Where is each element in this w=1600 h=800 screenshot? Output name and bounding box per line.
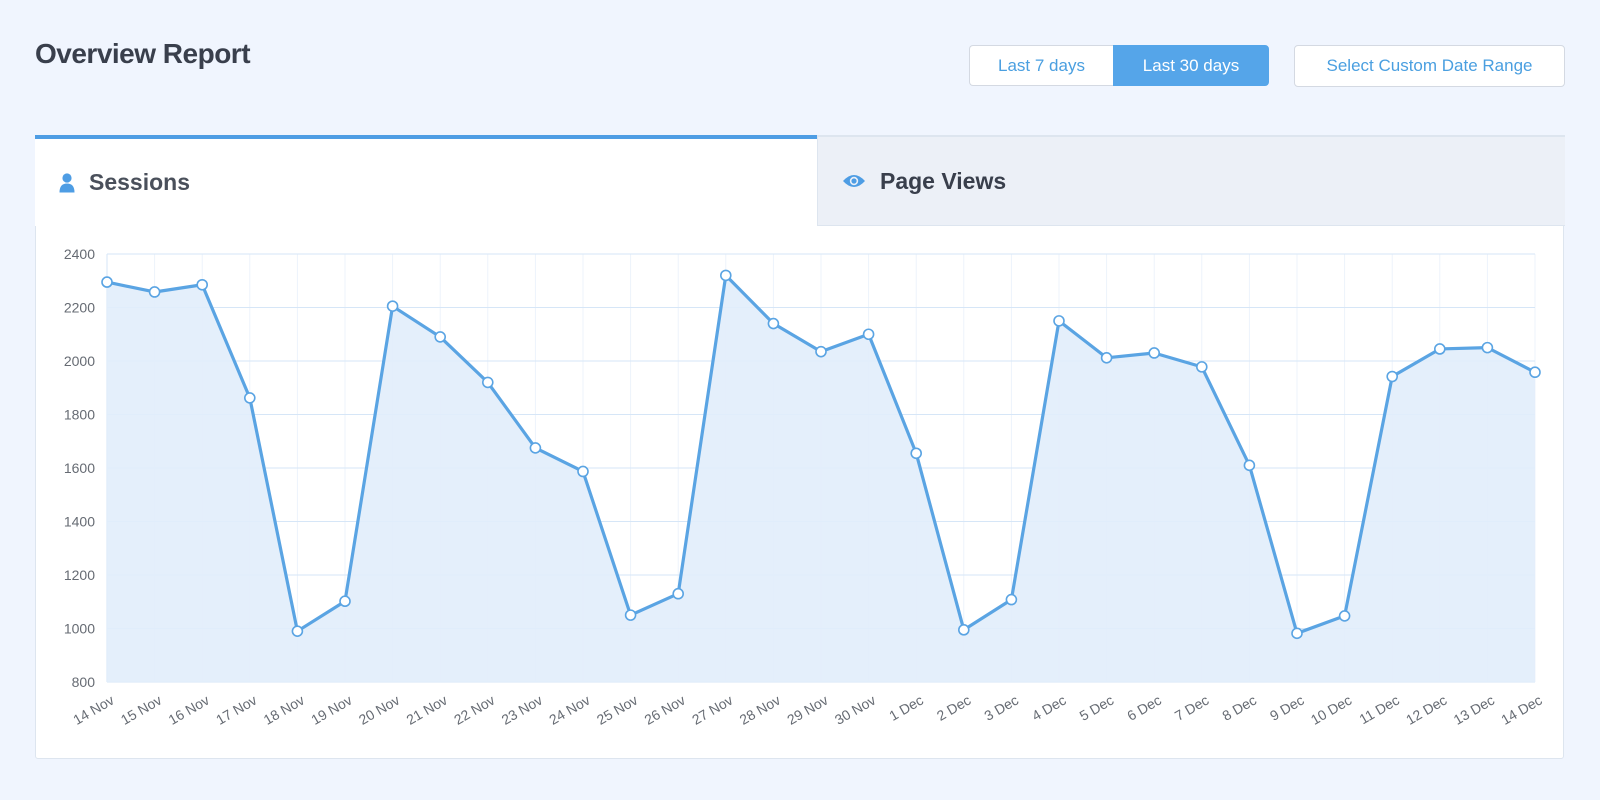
y-tick-label: 1800 bbox=[64, 407, 95, 423]
x-tick-label: 2 Dec bbox=[934, 692, 974, 724]
tab-page-views[interactable]: Page Views bbox=[817, 135, 1565, 226]
data-point bbox=[101, 276, 113, 288]
data-point bbox=[719, 269, 732, 282]
data-point bbox=[1196, 361, 1208, 373]
x-tick-label: 13 Dec bbox=[1451, 692, 1497, 728]
y-tick-label: 1400 bbox=[64, 514, 95, 530]
tab-sessions-label: Sessions bbox=[89, 169, 190, 195]
user-icon bbox=[59, 172, 75, 193]
x-tick-label: 20 Nov bbox=[356, 692, 402, 728]
data-point bbox=[1291, 627, 1303, 640]
data-point bbox=[1386, 370, 1398, 383]
tab-sessions[interactable]: Sessions bbox=[35, 135, 817, 226]
x-tick-label: 25 Nov bbox=[594, 692, 640, 728]
custom-date-range-button[interactable]: Select Custom Date Range bbox=[1294, 45, 1565, 87]
data-point bbox=[624, 609, 637, 621]
data-point bbox=[1243, 459, 1256, 472]
x-tick-label: 14 Nov bbox=[70, 692, 116, 728]
y-tick-label: 800 bbox=[72, 674, 96, 690]
x-tick-label: 3 Dec bbox=[981, 692, 1021, 724]
series-area bbox=[107, 275, 1535, 682]
data-point bbox=[1529, 366, 1541, 379]
x-tick-label: 1 Dec bbox=[886, 692, 926, 724]
x-tick-label: 29 Nov bbox=[784, 692, 830, 728]
x-tick-label: 6 Dec bbox=[1124, 692, 1164, 724]
data-point bbox=[196, 278, 208, 291]
data-point bbox=[386, 300, 399, 312]
x-tick-label: 24 Nov bbox=[546, 692, 592, 728]
data-point bbox=[957, 624, 970, 636]
eye-icon bbox=[842, 173, 866, 189]
x-tick-label: 15 Nov bbox=[118, 692, 164, 728]
x-tick-label: 5 Dec bbox=[1077, 692, 1117, 724]
x-tick-label: 18 Nov bbox=[261, 692, 307, 728]
x-tick-label: 4 Dec bbox=[1029, 692, 1069, 724]
data-point bbox=[339, 595, 351, 608]
x-tick-label: 21 Nov bbox=[403, 692, 449, 728]
data-point bbox=[434, 331, 447, 343]
x-tick-label: 19 Nov bbox=[308, 692, 354, 728]
data-point bbox=[1148, 347, 1160, 359]
data-point bbox=[291, 625, 304, 637]
y-tick-label: 2000 bbox=[64, 353, 95, 369]
data-point bbox=[1005, 593, 1018, 606]
data-point bbox=[1100, 351, 1113, 364]
x-tick-label: 9 Dec bbox=[1267, 692, 1307, 724]
data-point bbox=[672, 587, 685, 600]
y-tick-label: 1600 bbox=[64, 460, 95, 476]
data-point bbox=[244, 392, 256, 404]
data-point bbox=[1481, 341, 1494, 354]
y-tick-label: 2200 bbox=[64, 300, 95, 316]
x-tick-label: 16 Nov bbox=[165, 692, 211, 728]
x-tick-label: 23 Nov bbox=[499, 692, 545, 728]
data-point bbox=[1338, 610, 1351, 622]
date-range-toggle: Last 7 days Last 30 days bbox=[969, 45, 1269, 86]
data-point bbox=[148, 286, 161, 298]
y-tick-label: 1000 bbox=[64, 621, 95, 637]
data-point bbox=[529, 442, 542, 454]
page-title: Overview Report bbox=[35, 38, 251, 69]
data-point bbox=[577, 465, 589, 478]
data-point bbox=[910, 447, 923, 460]
last-7-days-button[interactable]: Last 7 days bbox=[969, 45, 1113, 86]
x-tick-label: 22 Nov bbox=[451, 692, 497, 728]
x-tick-label: 26 Nov bbox=[641, 692, 687, 728]
x-tick-label: 8 Dec bbox=[1219, 692, 1259, 724]
x-tick-label: 12 Dec bbox=[1403, 692, 1449, 728]
x-tick-label: 11 Dec bbox=[1356, 692, 1402, 728]
data-point bbox=[1434, 343, 1446, 355]
tab-page-views-label: Page Views bbox=[880, 167, 1007, 194]
y-tick-label: 1200 bbox=[64, 567, 95, 583]
x-tick-label: 14 Dec bbox=[1498, 692, 1544, 728]
x-tick-label: 7 Dec bbox=[1172, 692, 1212, 724]
data-point bbox=[815, 345, 827, 358]
data-point bbox=[1053, 315, 1065, 327]
data-point bbox=[862, 328, 875, 341]
last-30-days-button[interactable]: Last 30 days bbox=[1113, 45, 1269, 86]
y-tick-label: 2400 bbox=[64, 246, 95, 262]
x-tick-label: 30 Nov bbox=[832, 692, 878, 728]
x-tick-label: 10 Dec bbox=[1308, 692, 1354, 728]
data-point bbox=[767, 317, 780, 330]
x-tick-label: 17 Nov bbox=[213, 692, 259, 728]
data-point bbox=[481, 376, 494, 389]
x-tick-label: 28 Nov bbox=[737, 692, 783, 728]
x-tick-label: 27 Nov bbox=[689, 692, 735, 728]
